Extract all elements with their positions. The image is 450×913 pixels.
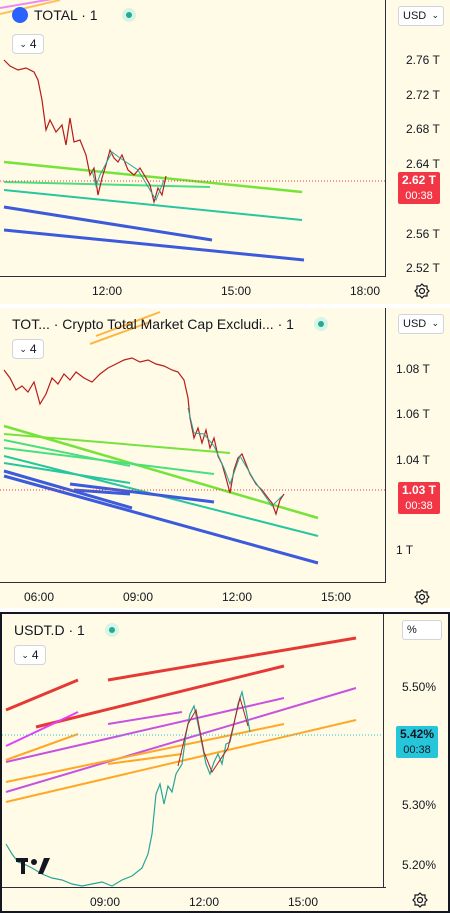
- time-tick: 09:00: [122, 590, 154, 604]
- currency-select[interactable]: USD ⌄: [398, 314, 444, 334]
- tv-logo-icon[interactable]: [12, 7, 28, 23]
- indicators-collapse-button[interactable]: ⌄ 4: [14, 645, 46, 665]
- price-tick: 1 T: [396, 543, 414, 557]
- price-tick: 5.20%: [402, 858, 437, 872]
- chevron-down-icon: ⌄: [19, 343, 27, 354]
- last-price: 2.62 T: [401, 173, 437, 187]
- indicator-count: 4: [31, 648, 39, 662]
- time-tick: 18:00: [349, 284, 381, 298]
- indicator-count: 4: [29, 37, 37, 51]
- time-tick: 15:00: [287, 895, 319, 909]
- last-price-badge: 5.42% 00:38: [396, 726, 438, 758]
- price-axis[interactable]: USD ⌄ 1.08 T 1.06 T 1.04 T 1 T 1.03 T 00…: [385, 308, 450, 608]
- time-tick: 12:00: [188, 895, 220, 909]
- chevron-down-icon: ⌄: [21, 649, 29, 660]
- currency-label: %: [407, 624, 417, 636]
- bar-countdown: 00:38: [405, 190, 433, 202]
- price-plot[interactable]: [2, 614, 386, 887]
- gear-icon[interactable]: [414, 283, 430, 299]
- price-tick: 2.76 T: [406, 53, 440, 67]
- bar-countdown: 00:38: [405, 500, 433, 512]
- pane-legend[interactable]: TOT... · Crypto Total Market Cap Excludi…: [12, 316, 328, 332]
- last-price-badge: 1.03 T 00:38: [398, 482, 440, 514]
- price-tick: 1.08 T: [396, 362, 430, 376]
- chevron-down-icon: ⌄: [431, 10, 439, 20]
- chart-pane-total-excluding[interactable]: TOT... · Crypto Total Market Cap Excludi…: [0, 308, 450, 608]
- market-open-dot-icon: [313, 317, 328, 331]
- gear-icon[interactable]: [414, 589, 430, 605]
- symbol-title[interactable]: TOT... · Crypto Total Market Cap Excludi…: [12, 316, 294, 332]
- chart-pane-usdt-dominance[interactable]: USDT.D · 1 ⌄ 4 % 5.50% 5.30% 5.20% 5.42%…: [0, 612, 450, 913]
- price-tick: 5.50%: [402, 680, 437, 694]
- price-axis[interactable]: % 5.50% 5.30% 5.20% 5.42% 00:38: [383, 614, 448, 911]
- currency-label: USD: [403, 318, 427, 330]
- price-tick: 2.72 T: [406, 88, 440, 102]
- time-tick: 06:00: [23, 590, 55, 604]
- currency-label: USD: [403, 10, 427, 22]
- time-tick: 12:00: [91, 284, 123, 298]
- price-tick: 2.56 T: [406, 227, 440, 241]
- chevron-down-icon: ⌄: [431, 318, 439, 328]
- pane-separator[interactable]: [0, 608, 450, 612]
- indicators-collapse-button[interactable]: ⌄ 4: [12, 34, 44, 54]
- tradingview-logo-icon[interactable]: [16, 856, 52, 876]
- price-tick: 2.64 T: [406, 157, 440, 171]
- gear-icon[interactable]: [412, 892, 428, 908]
- time-axis[interactable]: 12:00 15:00 18:00: [0, 276, 386, 304]
- price-tick: 1.04 T: [396, 453, 430, 467]
- price-plot[interactable]: [0, 308, 386, 582]
- price-tick: 1.06 T: [396, 407, 430, 421]
- market-open-dot-icon: [104, 623, 119, 637]
- indicators-collapse-button[interactable]: ⌄ 4: [12, 339, 44, 359]
- symbol-title[interactable]: TOTAL · 1: [34, 7, 98, 23]
- symbol-title[interactable]: USDT.D · 1: [14, 622, 85, 638]
- time-tick: 12:00: [221, 590, 253, 604]
- time-tick: 09:00: [89, 895, 121, 909]
- pane-legend[interactable]: USDT.D · 1: [14, 622, 119, 638]
- chart-pane-total[interactable]: TOTAL · 1 ⌄ 4 USD ⌄ 2.76 T 2.72 T 2.68 T…: [0, 0, 450, 304]
- currency-select[interactable]: %: [402, 620, 442, 640]
- last-price: 1.03 T: [401, 483, 437, 497]
- price-axis[interactable]: USD ⌄ 2.76 T 2.72 T 2.68 T 2.64 T 2.56 T…: [385, 0, 450, 304]
- last-price-badge: 2.62 T 00:38: [398, 172, 440, 204]
- pane-separator[interactable]: [0, 304, 450, 308]
- currency-select[interactable]: USD ⌄: [398, 6, 444, 26]
- chevron-down-icon: ⌄: [19, 38, 27, 49]
- time-axis[interactable]: 09:00 12:00 15:00: [2, 887, 386, 911]
- time-tick: 15:00: [320, 590, 352, 604]
- price-tick: 5.30%: [402, 798, 437, 812]
- last-price: 5.42%: [399, 727, 435, 741]
- time-axis[interactable]: 06:00 09:00 12:00 15:00: [0, 582, 386, 608]
- indicator-count: 4: [29, 342, 37, 356]
- price-tick: 2.52 T: [406, 261, 440, 275]
- time-tick: 15:00: [220, 284, 252, 298]
- pane-legend[interactable]: TOTAL · 1: [12, 7, 136, 23]
- price-tick: 2.68 T: [406, 122, 440, 136]
- price-plot[interactable]: [0, 0, 386, 276]
- bar-countdown: 00:38: [403, 744, 431, 756]
- market-open-dot-icon: [121, 8, 136, 22]
